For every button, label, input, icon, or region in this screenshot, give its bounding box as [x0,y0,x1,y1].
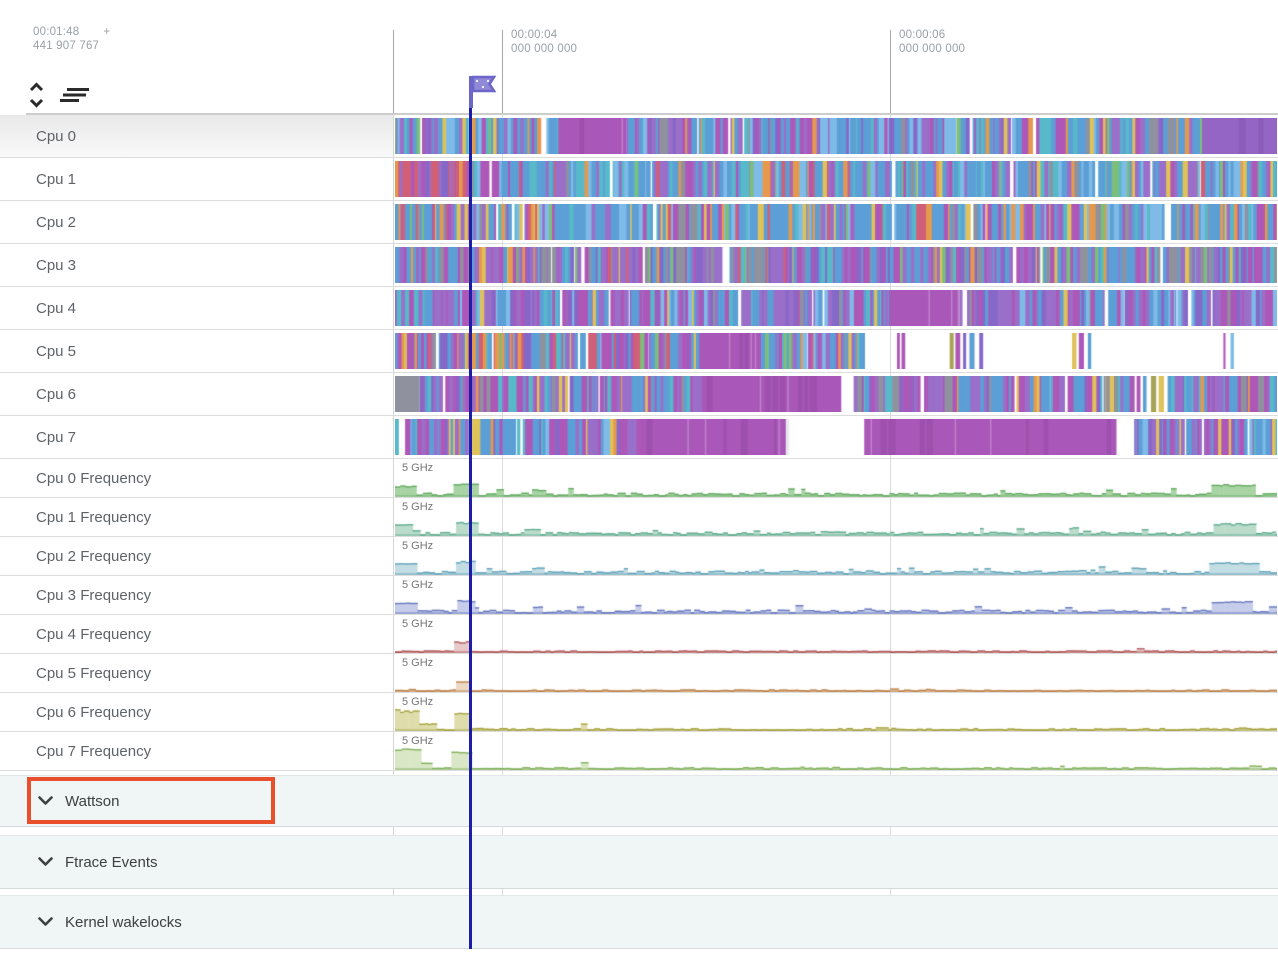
ruler-tick [890,30,891,114]
track-area-left-border [393,115,394,949]
track-label[interactable]: Cpu 3 [36,256,77,274]
track-rows: Cpu 0 Cpu 1 Cpu 2 Cpu 3 Cpu 4 Cpu 5 Cpu 6 Cpu 7… [0,115,1278,949]
track-row-cpu-7[interactable]: Cpu 7 [0,416,1278,459]
track-label[interactable]: Cpu 4 [36,299,77,317]
track-row-cpu-4[interactable]: Cpu 4 [0,287,1278,330]
cpu-track-canvas[interactable] [395,161,1277,197]
track-row-cpu-1-frequency[interactable]: Cpu 1 Frequency 5 GHz [0,498,1278,537]
track-row-cpu-5[interactable]: Cpu 5 [0,330,1278,373]
track-label[interactable]: Cpu 6 Frequency [36,703,152,721]
header-divider [26,113,1278,115]
timeline-marker-line[interactable] [469,106,472,949]
track-label[interactable]: Cpu 2 Frequency [36,547,152,565]
track-row-cpu-0[interactable]: Cpu 0 [0,115,1278,158]
cpu-track-canvas[interactable] [395,290,1277,326]
freq-track-canvas[interactable] [395,654,1277,692]
track-label[interactable]: Cpu 0 Frequency [36,469,152,487]
track-label[interactable]: Cpu 7 [36,428,77,446]
expand-collapse-tracks-button[interactable] [28,82,45,108]
track-label[interactable]: Cpu 5 Frequency [36,664,152,682]
freq-track-area[interactable]: 5 GHz [393,654,1278,692]
cpu-track-area[interactable] [393,158,1278,200]
track-label[interactable]: Cpu 1 [36,170,77,188]
track-row-cpu-0-frequency[interactable]: Cpu 0 Frequency 5 GHz [0,459,1278,498]
track-row-cpu-3[interactable]: Cpu 3 [0,244,1278,287]
section-row-ftrace-events[interactable]: Ftrace Events [0,835,1278,889]
freq-track-area[interactable]: 5 GHz [393,498,1278,536]
freq-max-value-label: 5 GHz [402,696,434,708]
freq-max-value-label: 5 GHz [402,579,434,591]
cpu-track-area[interactable] [393,201,1278,243]
track-label[interactable]: Cpu 2 [36,213,77,231]
track-label[interactable]: Cpu 6 [36,385,77,403]
freq-track-area[interactable]: 5 GHz [393,615,1278,653]
unfold-more-icon [29,82,44,108]
section-label: Kernel wakelocks [65,913,182,931]
track-row-cpu-6-frequency[interactable]: Cpu 6 Frequency 5 GHz [0,693,1278,732]
cpu-track-canvas[interactable] [395,204,1277,240]
track-label[interactable]: Cpu 5 [36,342,77,360]
section-row-wattson[interactable]: Wattson [0,775,1278,827]
cpu-track-area[interactable] [393,330,1278,372]
freq-max-value-label: 5 GHz [402,462,434,474]
sort-tracks-button[interactable] [59,86,91,104]
track-label[interactable]: Cpu 3 Frequency [36,586,152,604]
cpu-track-area[interactable] [393,115,1278,157]
freq-track-area[interactable]: 5 GHz [393,537,1278,575]
track-row-cpu-6[interactable]: Cpu 6 [0,373,1278,416]
track-row-cpu-1[interactable]: Cpu 1 [0,158,1278,201]
track-label[interactable]: Cpu 4 Frequency [36,625,152,643]
ruler-tick-label: 00:00:06 000 000 000 [899,29,966,55]
freq-track-canvas[interactable] [395,537,1277,575]
freq-track-canvas[interactable] [395,498,1277,536]
cursor-timestamp: 00:01:48 + 441 907 767 [33,26,111,52]
cpu-track-area[interactable] [393,244,1278,286]
cpu-track-canvas[interactable] [395,118,1277,154]
freq-max-value-label: 5 GHz [402,735,434,747]
freq-max-value-label: 5 GHz [402,501,434,513]
freq-max-value-label: 5 GHz [402,618,434,630]
cpu-track-canvas[interactable] [395,419,1277,455]
sort-icon [60,88,89,102]
track-row-cpu-7-frequency[interactable]: Cpu 7 Frequency 5 GHz [0,732,1278,771]
section-label: Ftrace Events [65,853,158,871]
ruler-tick-label: 00:00:04 000 000 000 [511,29,578,55]
cpu-track-canvas[interactable] [395,247,1277,283]
ruler-start-line [393,30,394,114]
freq-track-area[interactable]: 5 GHz [393,693,1278,731]
cursor-timestamp-plus: + [103,26,111,38]
freq-track-canvas[interactable] [395,693,1277,731]
freq-track-area[interactable]: 5 GHz [393,459,1278,497]
section-row-kernel-wakelocks[interactable]: Kernel wakelocks [0,895,1278,949]
track-label[interactable]: Cpu 0 [0,115,393,157]
track-label[interactable]: Cpu 1 Frequency [36,508,152,526]
timeline-header[interactable]: 00:01:48 + 441 907 767 00:00:04 [0,0,1278,115]
freq-max-value-label: 5 GHz [402,657,434,669]
track-row-cpu-4-frequency[interactable]: Cpu 4 Frequency 5 GHz [0,615,1278,654]
ruler-tick [502,30,503,114]
chevron-down-icon[interactable] [38,796,53,806]
cpu-track-area[interactable] [393,416,1278,458]
freq-track-canvas[interactable] [395,459,1277,497]
cpu-track-area[interactable] [393,287,1278,329]
track-row-cpu-3-frequency[interactable]: Cpu 3 Frequency 5 GHz [0,576,1278,615]
freq-track-canvas[interactable] [395,732,1277,770]
track-row-cpu-2[interactable]: Cpu 2 [0,201,1278,244]
cpu-track-canvas[interactable] [395,376,1277,412]
track-row-cpu-5-frequency[interactable]: Cpu 5 Frequency 5 GHz [0,654,1278,693]
cpu-track-area[interactable] [393,373,1278,415]
freq-track-canvas[interactable] [395,576,1277,614]
freq-track-area[interactable]: 5 GHz [393,576,1278,614]
track-row-cpu-2-frequency[interactable]: Cpu 2 Frequency 5 GHz [0,537,1278,576]
chevron-down-icon[interactable] [38,857,53,867]
flag-marker-icon[interactable] [468,74,500,115]
freq-track-area[interactable]: 5 GHz [393,732,1278,770]
track-label[interactable]: Cpu 7 Frequency [36,742,152,760]
chevron-down-icon[interactable] [38,917,53,927]
freq-track-canvas[interactable] [395,615,1277,653]
freq-max-value-label: 5 GHz [402,540,434,552]
cpu-track-canvas[interactable] [395,333,1277,369]
section-label: Wattson [65,792,120,810]
